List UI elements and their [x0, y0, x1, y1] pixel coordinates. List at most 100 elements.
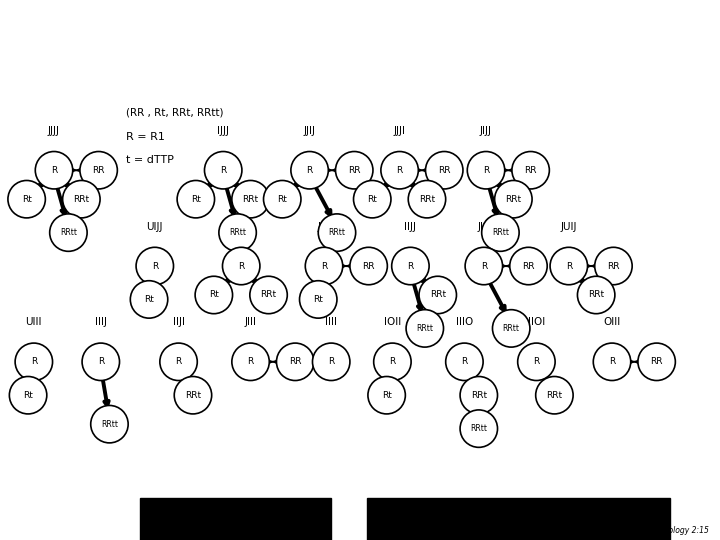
Text: t = dTTP: t = dTTP	[126, 154, 174, 165]
Ellipse shape	[204, 152, 242, 189]
Ellipse shape	[219, 214, 256, 251]
Ellipse shape	[374, 343, 411, 381]
Ellipse shape	[130, 281, 168, 318]
Ellipse shape	[350, 247, 387, 285]
Text: Rt: Rt	[191, 195, 201, 204]
Text: JJII: JJII	[318, 222, 330, 232]
Text: RRt: RRt	[185, 391, 201, 400]
Ellipse shape	[460, 376, 498, 414]
Ellipse shape	[312, 343, 350, 381]
Text: Rt: Rt	[367, 195, 377, 204]
Ellipse shape	[460, 410, 498, 447]
Ellipse shape	[80, 152, 117, 189]
Text: IIIJ: IIIJ	[95, 318, 107, 327]
Ellipse shape	[91, 406, 128, 443]
Text: RR: RR	[92, 166, 105, 175]
Text: Rt: Rt	[22, 195, 32, 204]
Ellipse shape	[495, 180, 532, 218]
Text: R: R	[397, 166, 402, 175]
Ellipse shape	[408, 180, 446, 218]
Text: R: R	[462, 357, 467, 366]
Ellipse shape	[9, 376, 47, 414]
Text: R: R	[98, 357, 104, 366]
Text: R: R	[152, 261, 158, 271]
Ellipse shape	[354, 180, 391, 218]
Text: RRtt: RRtt	[328, 228, 346, 237]
Text: RRt: RRt	[430, 291, 446, 300]
Ellipse shape	[318, 214, 356, 251]
Text: RRtt: RRtt	[101, 420, 118, 429]
Text: IJJI: IJJI	[235, 222, 247, 232]
Text: JIJJ: JIJJ	[480, 126, 492, 136]
Ellipse shape	[368, 376, 405, 414]
Text: RRt: RRt	[243, 195, 258, 204]
Text: RRt: RRt	[546, 391, 562, 400]
Text: RRt: RRt	[588, 291, 604, 300]
Text: Rt: Rt	[209, 291, 219, 300]
Text: Rt: Rt	[382, 391, 392, 400]
Ellipse shape	[63, 180, 100, 218]
Ellipse shape	[518, 343, 555, 381]
Text: RR: RR	[524, 166, 537, 175]
Text: IIJI: IIJI	[173, 318, 184, 327]
Text: R: R	[390, 357, 395, 366]
Text: JJIJ: JJIJ	[304, 126, 315, 136]
Ellipse shape	[406, 309, 444, 347]
Text: JJJJ: JJJJ	[48, 126, 60, 136]
Text: JJJI: JJJI	[394, 126, 405, 136]
Text: RRtt: RRtt	[503, 324, 520, 333]
Text: R: R	[481, 261, 487, 271]
Text: Radivoyevitch, (2008) BMC Systems Biology 2:15: Radivoyevitch, (2008) BMC Systems Biolog…	[521, 525, 709, 535]
Ellipse shape	[336, 152, 373, 189]
Text: JIIJ: JIIJ	[478, 222, 490, 232]
Text: IIII: IIII	[325, 318, 337, 327]
Text: RR: RR	[289, 357, 302, 366]
Bar	[140, 498, 331, 540]
Ellipse shape	[264, 180, 301, 218]
Text: R: R	[566, 261, 572, 271]
Text: R = R1: R = R1	[126, 132, 165, 143]
Ellipse shape	[232, 343, 269, 381]
Text: RR: RR	[607, 261, 620, 271]
Text: IIJJ: IIJJ	[405, 222, 416, 232]
Ellipse shape	[177, 180, 215, 218]
Text: RR: RR	[348, 166, 361, 175]
Text: RRtt: RRtt	[60, 228, 77, 237]
Text: R: R	[31, 357, 37, 366]
Text: RRtt: RRtt	[492, 228, 509, 237]
Ellipse shape	[419, 276, 456, 314]
Text: R: R	[176, 357, 181, 366]
Ellipse shape	[35, 152, 73, 189]
Text: RRt: RRt	[505, 195, 521, 204]
Ellipse shape	[550, 247, 588, 285]
Ellipse shape	[276, 343, 314, 381]
Text: RRt: RRt	[261, 291, 276, 300]
Text: R: R	[328, 357, 334, 366]
Ellipse shape	[467, 152, 505, 189]
Ellipse shape	[381, 152, 418, 189]
Text: OIII: OIII	[603, 318, 621, 327]
Text: RRtt: RRtt	[229, 228, 246, 237]
Ellipse shape	[536, 376, 573, 414]
Text: R: R	[321, 261, 327, 271]
Text: R: R	[248, 357, 253, 366]
Ellipse shape	[300, 281, 337, 318]
Text: R: R	[609, 357, 615, 366]
Ellipse shape	[291, 152, 328, 189]
Text: RR: RR	[522, 261, 535, 271]
Ellipse shape	[305, 247, 343, 285]
Text: RRtt: RRtt	[470, 424, 487, 433]
Ellipse shape	[492, 309, 530, 347]
Text: (RR , Rt, RRt, RRtt): (RR , Rt, RRt, RRtt)	[126, 108, 223, 118]
Text: RRtt: RRtt	[416, 324, 433, 333]
Text: IIOI: IIOI	[528, 318, 545, 327]
Ellipse shape	[160, 343, 197, 381]
Text: UIII: UIII	[26, 318, 42, 327]
Text: Rt: Rt	[144, 295, 154, 304]
Text: IIIO: IIIO	[456, 318, 473, 327]
Ellipse shape	[222, 247, 260, 285]
Ellipse shape	[174, 376, 212, 414]
Ellipse shape	[426, 152, 463, 189]
Ellipse shape	[8, 180, 45, 218]
Ellipse shape	[136, 247, 174, 285]
